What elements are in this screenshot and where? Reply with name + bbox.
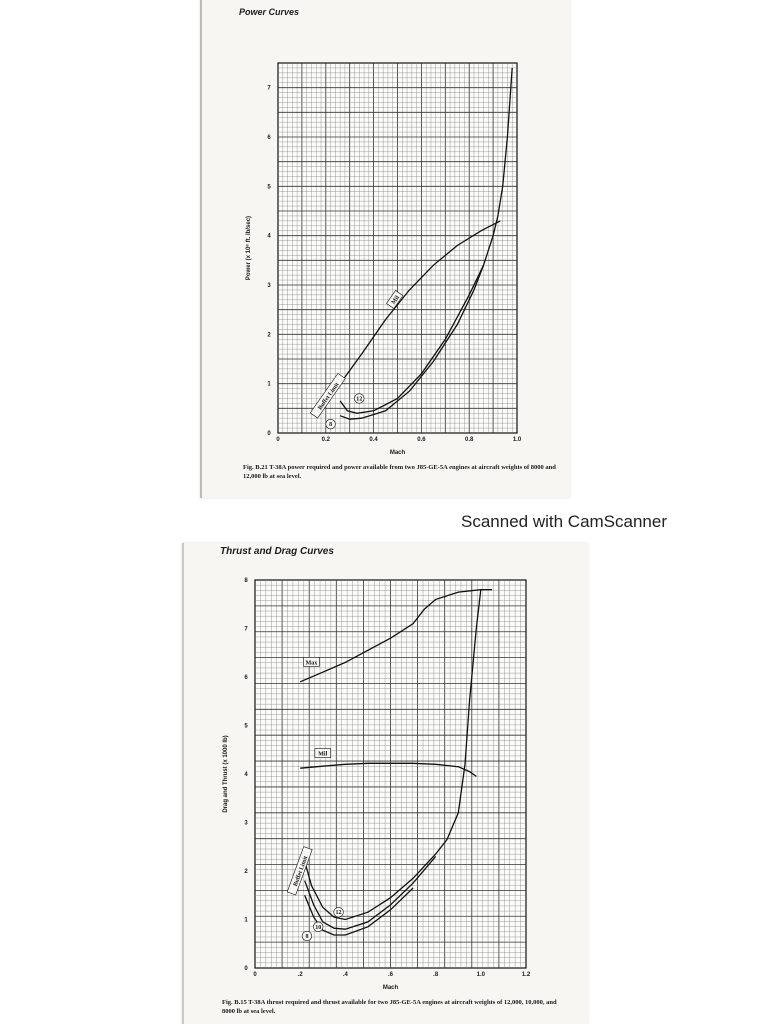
curve-label-circle	[333, 907, 344, 918]
curve-label-circle	[354, 393, 365, 404]
x-tick-label: .2	[298, 972, 304, 978]
curve-label: 12	[354, 393, 365, 404]
curve-label: Mil	[386, 290, 404, 309]
curve-label: 12	[333, 907, 344, 918]
x-tick-label: 0.2	[322, 437, 331, 443]
y-tick-label: 6	[244, 675, 248, 681]
y-tick-label: 2	[267, 332, 271, 338]
y-tick-label: 3	[244, 821, 248, 827]
curve-label: Max	[303, 657, 320, 667]
x-tick-label: 0	[276, 437, 280, 443]
x-axis-title: Mach	[383, 985, 399, 991]
series-line-8	[304, 887, 414, 936]
scanned-page-thrust-drag-curves: Thrust and Drag Curves 0 .2 .4 .6 .8 1.0 1.2 0 1…	[182, 543, 588, 1024]
series-line-8	[339, 265, 485, 420]
grid-lines	[278, 63, 517, 433]
scanned-page-power-curves: Power Curves 0 0.2 0.4 0.6 0.8 1.0 0 1 2 3 4 5 6 7 Mac…	[200, 0, 570, 498]
curve-label-text: Max	[306, 660, 318, 666]
series-line-mil	[339, 220, 501, 385]
curve-label-text: 12	[336, 910, 342, 916]
y-tick-label: 8	[244, 578, 248, 584]
curve-label-text: 8	[305, 934, 308, 940]
y-tick-label: 7	[244, 627, 248, 633]
curve-label-text: Mil	[391, 295, 401, 306]
curve-label: 8	[301, 930, 313, 942]
curve-label-text: 12	[356, 396, 362, 402]
y-tick-label: 7	[267, 86, 271, 92]
curve-label-text: 10	[315, 925, 321, 931]
curve-label-box	[314, 748, 331, 758]
y-tick-label: 3	[267, 283, 271, 289]
y-tick-label: 1	[244, 918, 248, 924]
curve-label-text: Mil	[318, 752, 327, 758]
curve-label-box	[309, 372, 346, 419]
section-title: Thrust and Drag Curves	[220, 546, 334, 557]
curve-label: 8	[325, 419, 336, 430]
x-tick-label: .8	[433, 972, 439, 978]
curve-label-box	[303, 657, 320, 667]
curve-label-text: 8	[329, 422, 332, 428]
y-axis-title: Power (x 10⁶ ft. lb/sec)	[246, 216, 252, 280]
curve-label-circle	[313, 921, 324, 932]
grid-lines	[255, 580, 526, 968]
scanner-watermark: Scanned with CamScanner	[461, 512, 668, 531]
x-tick-label: 0.6	[417, 437, 426, 443]
section-title: Power Curves	[239, 7, 300, 17]
series-line-12	[304, 589, 482, 921]
series-line-12	[339, 67, 513, 414]
y-tick-label: 2	[244, 869, 248, 875]
curve-label: Mil	[314, 748, 331, 758]
y-tick-label: 6	[267, 135, 271, 141]
x-tick-label: 0.8	[465, 437, 474, 443]
x-axis-title: Mach	[390, 450, 406, 456]
x-tick-label: 1.0	[477, 972, 486, 978]
x-tick-label: 1.0	[513, 437, 522, 443]
y-tick-label: 4	[244, 772, 248, 778]
figure-caption: Fig. B.21 T-38A power required and power…	[243, 464, 556, 480]
y-tick-label: 0	[244, 966, 248, 972]
figure-caption: Fig. B.15 T-38A thrust required and thru…	[222, 999, 557, 1015]
x-tick-label: .4	[343, 972, 349, 978]
curve-label-circle	[301, 930, 313, 942]
curve-label-box	[286, 846, 313, 896]
x-tick-label: 0	[253, 972, 257, 978]
curve-label-circle	[325, 419, 336, 430]
y-tick-label: 1	[267, 382, 271, 388]
y-tick-label: 5	[244, 724, 248, 730]
y-tick-label: 0	[267, 431, 271, 437]
series-line-max	[299, 589, 493, 683]
curve-label-box	[386, 290, 404, 309]
x-tick-label: 1.2	[522, 972, 531, 978]
series-line-10	[304, 855, 437, 930]
y-tick-label: 5	[267, 184, 271, 190]
curve-label: 10	[313, 921, 324, 932]
y-tick-label: 4	[267, 234, 271, 240]
x-tick-label: .6	[388, 972, 394, 978]
y-axis-title: Drag and Thrust (x 1000 lb)	[223, 735, 229, 812]
x-tick-label: 0.4	[369, 437, 378, 443]
